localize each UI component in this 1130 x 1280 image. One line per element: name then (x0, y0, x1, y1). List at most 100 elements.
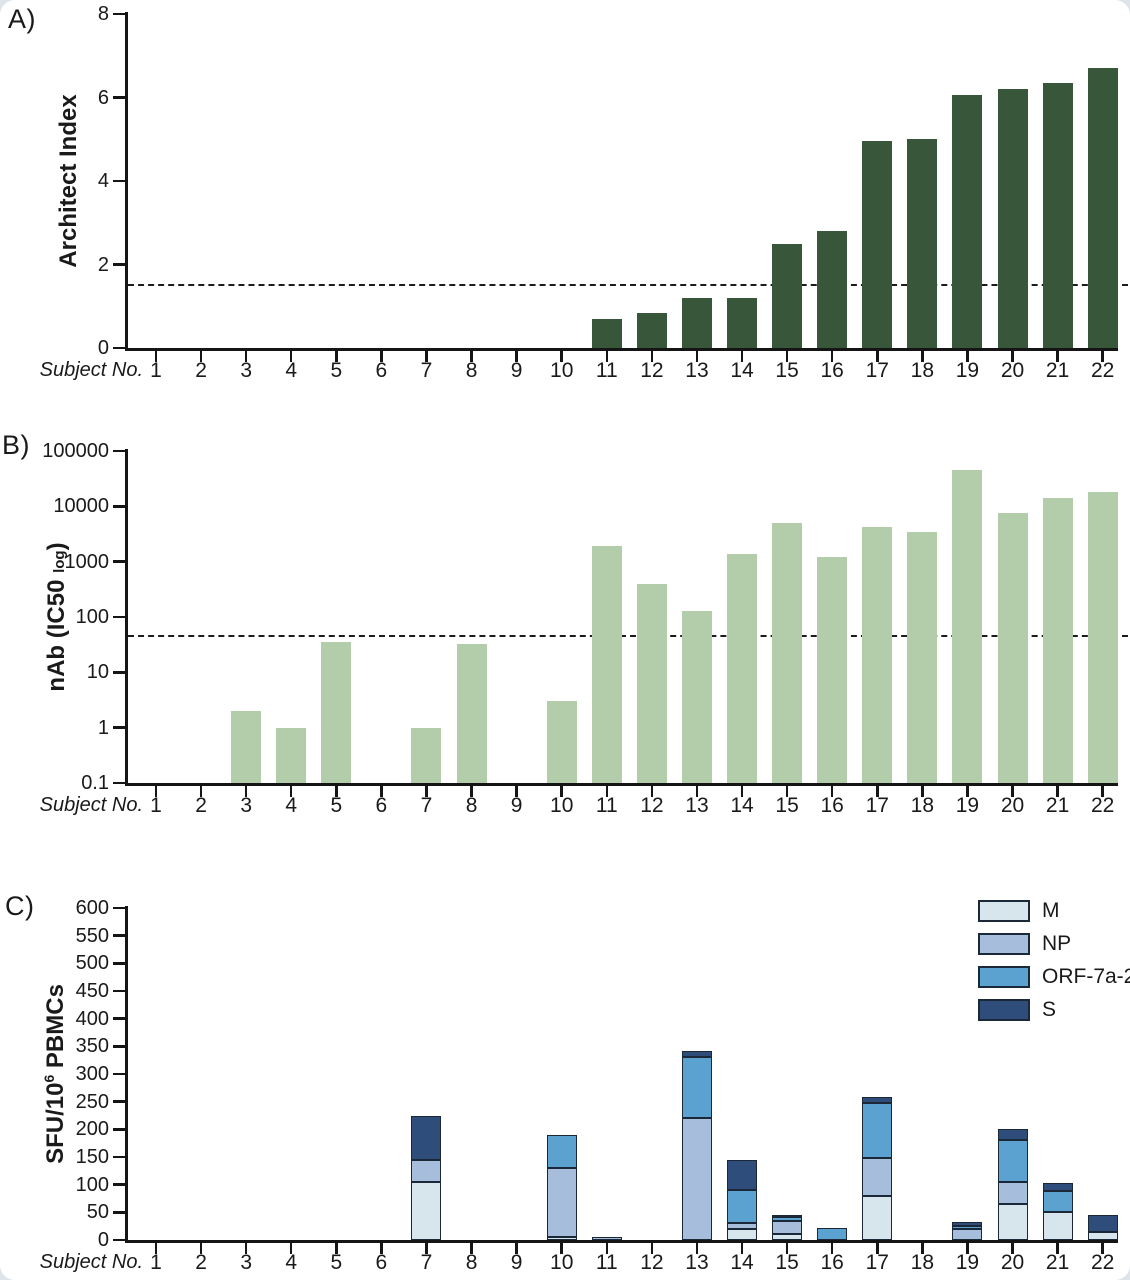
y-tick-label: 8 (97, 3, 109, 25)
x-tick-label: 8 (465, 1251, 478, 1274)
y-axis-title-part: ) (43, 542, 70, 551)
legend-item-np: NP (978, 933, 1118, 959)
x-tick-label: 6 (375, 794, 388, 817)
x-tick-mark (335, 351, 338, 362)
x-tick-label: 6 (375, 1251, 388, 1274)
bar-subject-20-segment-s (997, 1129, 1028, 1141)
x-tick-mark (740, 1243, 744, 1254)
x-tick-label: 21 (1045, 1251, 1070, 1274)
x-tick-mark (785, 351, 789, 362)
y-axis-title: nAb (IC50 log) (43, 542, 70, 692)
x-tick-mark (966, 786, 969, 797)
y-tick-mark (113, 263, 125, 266)
bar-subject-10-segment-m (546, 1237, 577, 1240)
x-tick-mark (425, 786, 428, 797)
y-tick-label: 300 (75, 1063, 109, 1085)
bar-subject-22 (1087, 492, 1118, 783)
x-tick-label: 17 (865, 359, 889, 382)
x-tick-label: 12 (640, 1251, 664, 1274)
y-axis-title-part: PBMCs (42, 984, 69, 1075)
bar-subject-20 (997, 513, 1028, 783)
y-tick-mark (113, 989, 125, 993)
bar-subject-21 (1042, 498, 1073, 783)
x-tick-mark (515, 351, 518, 362)
x-tick-label: 2 (195, 1251, 207, 1274)
y-tick-mark (113, 726, 125, 729)
x-tick-mark (650, 1243, 654, 1254)
bar-subject-7-segment-s (411, 1115, 442, 1160)
bar-subject-15 (772, 243, 803, 348)
plot-area-sfu-pbmcs: 600 550 500 450 400 350 300 250 200 150 100 50 0 SFU/… (40, 898, 1130, 1273)
y-tick-mark (113, 346, 125, 350)
bar-subject-11-segment-np (591, 1237, 622, 1240)
bar-subject-19 (952, 95, 983, 348)
bar-subject-14-segment-orf-7a-2 (727, 1190, 758, 1224)
x-tick-mark (199, 786, 203, 797)
x-tick-label: 2 (195, 794, 207, 817)
x-tick-mark (335, 1243, 338, 1254)
bar-subject-14 (727, 553, 758, 783)
x-tick-mark (740, 351, 744, 362)
y-axis-title-part: Architect Index (55, 94, 82, 268)
threshold-dashed-line (128, 634, 1128, 637)
x-tick-label: 4 (285, 794, 298, 817)
bar-subject-21-segment-s (1042, 1183, 1073, 1192)
x-tick-label: 19 (955, 1251, 980, 1274)
y-tick-label: 10000 (53, 495, 109, 518)
bar-subject-12 (636, 583, 667, 783)
y-tick-label: 100 (75, 1173, 109, 1196)
x-tick-mark (154, 786, 158, 797)
y-tick-mark (113, 1072, 125, 1076)
x-tick-label: 14 (730, 1251, 754, 1274)
x-tick-mark (1011, 351, 1014, 362)
x-tick-mark (199, 351, 203, 362)
x-tick-mark (1056, 351, 1059, 362)
bar-subject-21-segment-orf-7a-2 (1042, 1191, 1073, 1213)
bar-subject-19-segment-s (952, 1222, 983, 1227)
bar-subject-16 (817, 557, 848, 783)
x-tick-mark (380, 1243, 383, 1254)
y-axis-line (125, 12, 128, 351)
bar-subject-10-segment-np (546, 1168, 577, 1238)
x-tick-label: 18 (910, 359, 935, 382)
x-tick-mark (966, 351, 969, 362)
x-axis-caption: Subject No. (39, 1251, 143, 1273)
bar-subject-16-segment-orf-7a-2 (817, 1227, 848, 1240)
bar-subject-7-segment-np (411, 1159, 442, 1182)
bar-subject-14-segment-m (727, 1228, 758, 1240)
legend-label-np: NP (1042, 932, 1072, 955)
bar-subject-17 (862, 141, 893, 348)
legend-item-s: S (978, 999, 1118, 1025)
y-tick-mark (113, 1128, 125, 1131)
x-tick-mark (695, 351, 699, 362)
x-tick-label: 9 (510, 794, 523, 817)
x-tick-label: 15 (775, 1251, 799, 1274)
x-tick-label: 3 (240, 1251, 252, 1274)
x-tick-label: 16 (820, 1251, 844, 1274)
x-tick-label: 2 (195, 359, 207, 382)
y-tick-mark (113, 671, 125, 674)
x-tick-label: 7 (420, 359, 433, 382)
y-axis-line (125, 906, 128, 1243)
bar-subject-8 (456, 644, 487, 783)
bar-subject-15-segment-np (772, 1220, 803, 1235)
bar-subject-7 (411, 727, 442, 783)
y-axis-title: SFU/106 PBMCs (41, 984, 69, 1164)
x-tick-label: 14 (730, 794, 754, 817)
x-tick-mark (830, 1243, 834, 1254)
x-tick-mark (380, 351, 383, 362)
x-tick-label: 7 (420, 794, 433, 817)
y-tick-label: 500 (75, 952, 109, 975)
x-tick-mark (740, 786, 744, 797)
y-axis-title-part: nAb (IC50 (43, 572, 70, 692)
bar-subject-7-segment-m (411, 1181, 442, 1240)
x-tick-label: 22 (1090, 359, 1115, 382)
x-tick-label: 11 (595, 1251, 618, 1274)
x-tick-mark (605, 351, 609, 362)
bar-subject-13 (681, 610, 712, 783)
x-tick-mark (244, 786, 248, 797)
bar-subject-19-segment-np (952, 1228, 983, 1240)
y-tick-mark (113, 505, 125, 508)
x-tick-mark (515, 786, 518, 797)
